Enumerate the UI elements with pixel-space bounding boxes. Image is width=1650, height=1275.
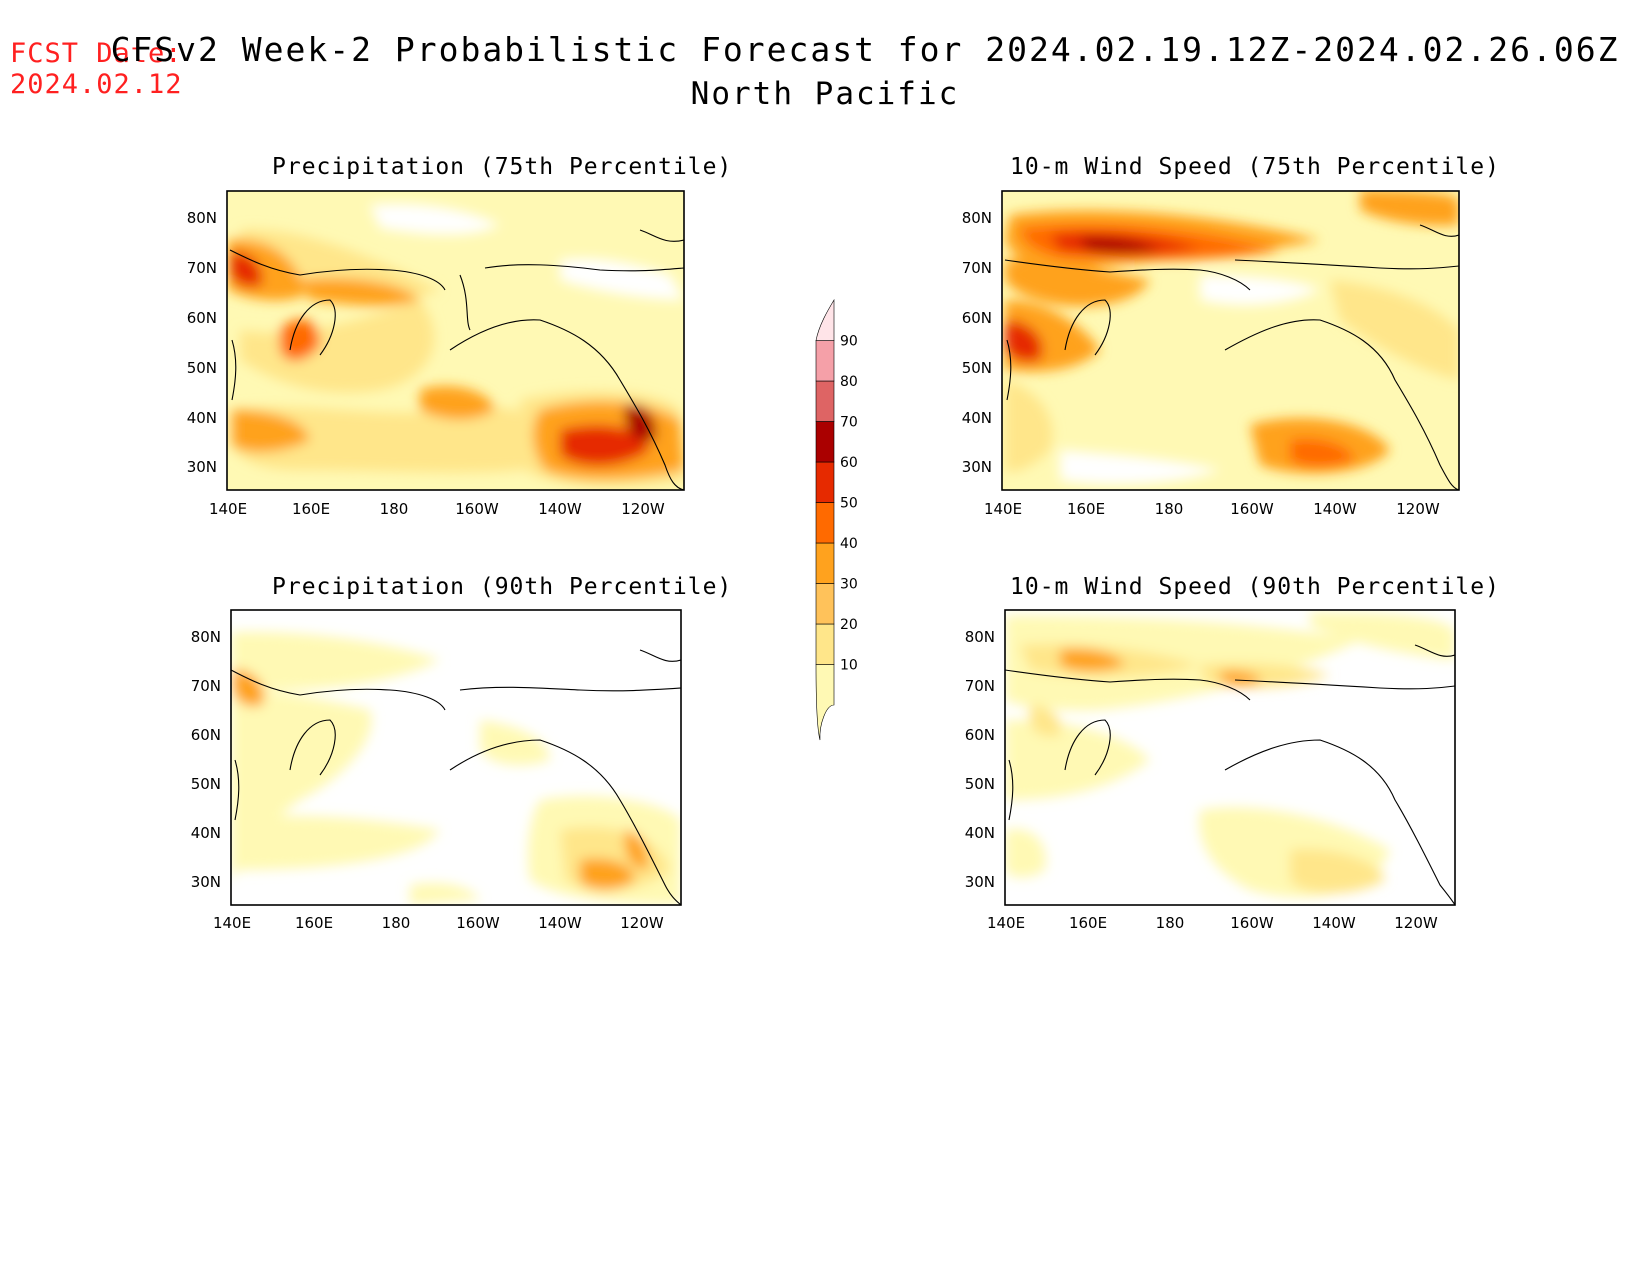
- svg-text:140E: 140E: [213, 914, 251, 932]
- svg-text:180: 180: [1156, 914, 1185, 932]
- main-title: CFSv2 Week-2 Probabilistic Forecast for …: [110, 30, 1620, 69]
- svg-text:50N: 50N: [962, 359, 992, 377]
- colorbar-label: 40: [840, 536, 858, 552]
- panel-title-precip-75: Precipitation (75th Percentile): [272, 154, 733, 180]
- svg-text:140E: 140E: [209, 500, 247, 518]
- svg-text:60N: 60N: [191, 726, 221, 744]
- axis-labels-precip-75: 80N 70N 60N 50N 40N 30N: [187, 209, 217, 476]
- svg-text:160E: 160E: [1067, 500, 1105, 518]
- svg-text:120W: 120W: [621, 500, 665, 518]
- frame-wind-90: [1004, 609, 1456, 906]
- frame-wind-75: [1001, 190, 1460, 491]
- frame-precip-90: [230, 609, 682, 906]
- svg-text:30N: 30N: [962, 458, 992, 476]
- svg-text:140E: 140E: [987, 914, 1025, 932]
- svg-text:120W: 120W: [620, 914, 664, 932]
- axis-labels-wind-90: 80N 70N 60N 50N 40N 30N: [965, 628, 995, 891]
- map-precip-90: [231, 610, 681, 905]
- svg-text:180: 180: [382, 914, 411, 932]
- colorbar-label: 20: [840, 617, 858, 633]
- svg-text:80N: 80N: [965, 628, 995, 646]
- svg-text:80N: 80N: [962, 209, 992, 227]
- svg-text:160W: 160W: [455, 500, 499, 518]
- svg-text:140W: 140W: [538, 500, 582, 518]
- map-precip-75: [227, 191, 684, 490]
- colorbar-label: 60: [840, 455, 858, 471]
- svg-text:160E: 160E: [1069, 914, 1107, 932]
- svg-text:180: 180: [1155, 500, 1184, 518]
- svg-text:80N: 80N: [187, 209, 217, 227]
- svg-text:140W: 140W: [538, 914, 582, 932]
- colorbar-swatch: [815, 664, 835, 741]
- map-wind-75: [1002, 191, 1459, 490]
- svg-text:30N: 30N: [191, 873, 221, 891]
- fcst-label: FCST Date:: [10, 38, 183, 69]
- colorbar-label: 90: [840, 334, 858, 350]
- svg-text:70N: 70N: [191, 677, 221, 695]
- colorbar-swatch: [815, 502, 835, 544]
- colorbar-swatch: [815, 542, 835, 584]
- fcst-date: 2024.02.12: [10, 69, 183, 100]
- svg-text:160E: 160E: [295, 914, 333, 932]
- svg-text:70N: 70N: [965, 677, 995, 695]
- lon-labels-precip-90: 140E 160E 180 160W 140W 120W: [213, 914, 664, 932]
- svg-text:140W: 140W: [1312, 914, 1356, 932]
- svg-text:50N: 50N: [965, 775, 995, 793]
- svg-text:40N: 40N: [962, 409, 992, 427]
- map-wind-90: [1005, 610, 1455, 905]
- svg-text:160W: 160W: [1230, 500, 1274, 518]
- svg-text:140W: 140W: [1313, 500, 1357, 518]
- svg-text:40N: 40N: [965, 824, 995, 842]
- colorbar-label: 70: [840, 415, 858, 431]
- svg-text:50N: 50N: [191, 775, 221, 793]
- svg-text:60N: 60N: [962, 309, 992, 327]
- svg-text:70N: 70N: [187, 259, 217, 277]
- region-title: North Pacific: [690, 76, 960, 112]
- colorbar: 10 20 30 40 50 60 70 80 90: [815, 298, 858, 741]
- svg-text:120W: 120W: [1394, 914, 1438, 932]
- svg-text:40N: 40N: [191, 824, 221, 842]
- colorbar-swatch: [815, 380, 835, 422]
- forecast-date-label: FCST Date: 2024.02.12: [10, 38, 183, 100]
- colorbar-label: 10: [840, 658, 858, 674]
- svg-text:50N: 50N: [187, 359, 217, 377]
- colorbar-swatch: [815, 583, 835, 625]
- svg-text:160E: 160E: [292, 500, 330, 518]
- colorbar-label: 80: [840, 374, 858, 390]
- svg-text:120W: 120W: [1396, 500, 1440, 518]
- svg-text:70N: 70N: [962, 259, 992, 277]
- lon-labels-precip-75: 140E 160E 180 160W 140W 120W: [209, 500, 665, 518]
- panel-title-wind-75: 10-m Wind Speed (75th Percentile): [1010, 154, 1500, 180]
- colorbar-swatch: [815, 298, 835, 341]
- svg-text:160W: 160W: [1230, 914, 1274, 932]
- svg-text:30N: 30N: [965, 873, 995, 891]
- axis-labels-wind-75: 80N 70N 60N 50N 40N 30N: [962, 209, 992, 476]
- svg-text:60N: 60N: [187, 309, 217, 327]
- colorbar-label: 30: [840, 577, 858, 593]
- frame-precip-75: [226, 190, 685, 491]
- colorbar-swatch: [815, 623, 835, 665]
- axis-labels-precip-90: 80N 70N 60N 50N 40N 30N: [191, 628, 221, 891]
- panel-title-precip-90: Precipitation (90th Percentile): [272, 574, 733, 600]
- svg-text:60N: 60N: [965, 726, 995, 744]
- lon-labels-wind-90: 140E 160E 180 160W 140W 120W: [987, 914, 1438, 932]
- colorbar-swatch: [815, 461, 835, 503]
- svg-text:30N: 30N: [187, 458, 217, 476]
- panel-title-wind-90: 10-m Wind Speed (90th Percentile): [1010, 574, 1500, 600]
- svg-text:40N: 40N: [187, 409, 217, 427]
- svg-text:180: 180: [380, 500, 409, 518]
- svg-text:80N: 80N: [191, 628, 221, 646]
- lon-labels-wind-75: 140E 160E 180 160W 140W 120W: [984, 500, 1440, 518]
- colorbar-swatch: [815, 421, 835, 463]
- svg-text:140E: 140E: [984, 500, 1022, 518]
- colorbar-label: 50: [840, 496, 858, 512]
- svg-text:160W: 160W: [456, 914, 500, 932]
- colorbar-swatch: [815, 340, 835, 382]
